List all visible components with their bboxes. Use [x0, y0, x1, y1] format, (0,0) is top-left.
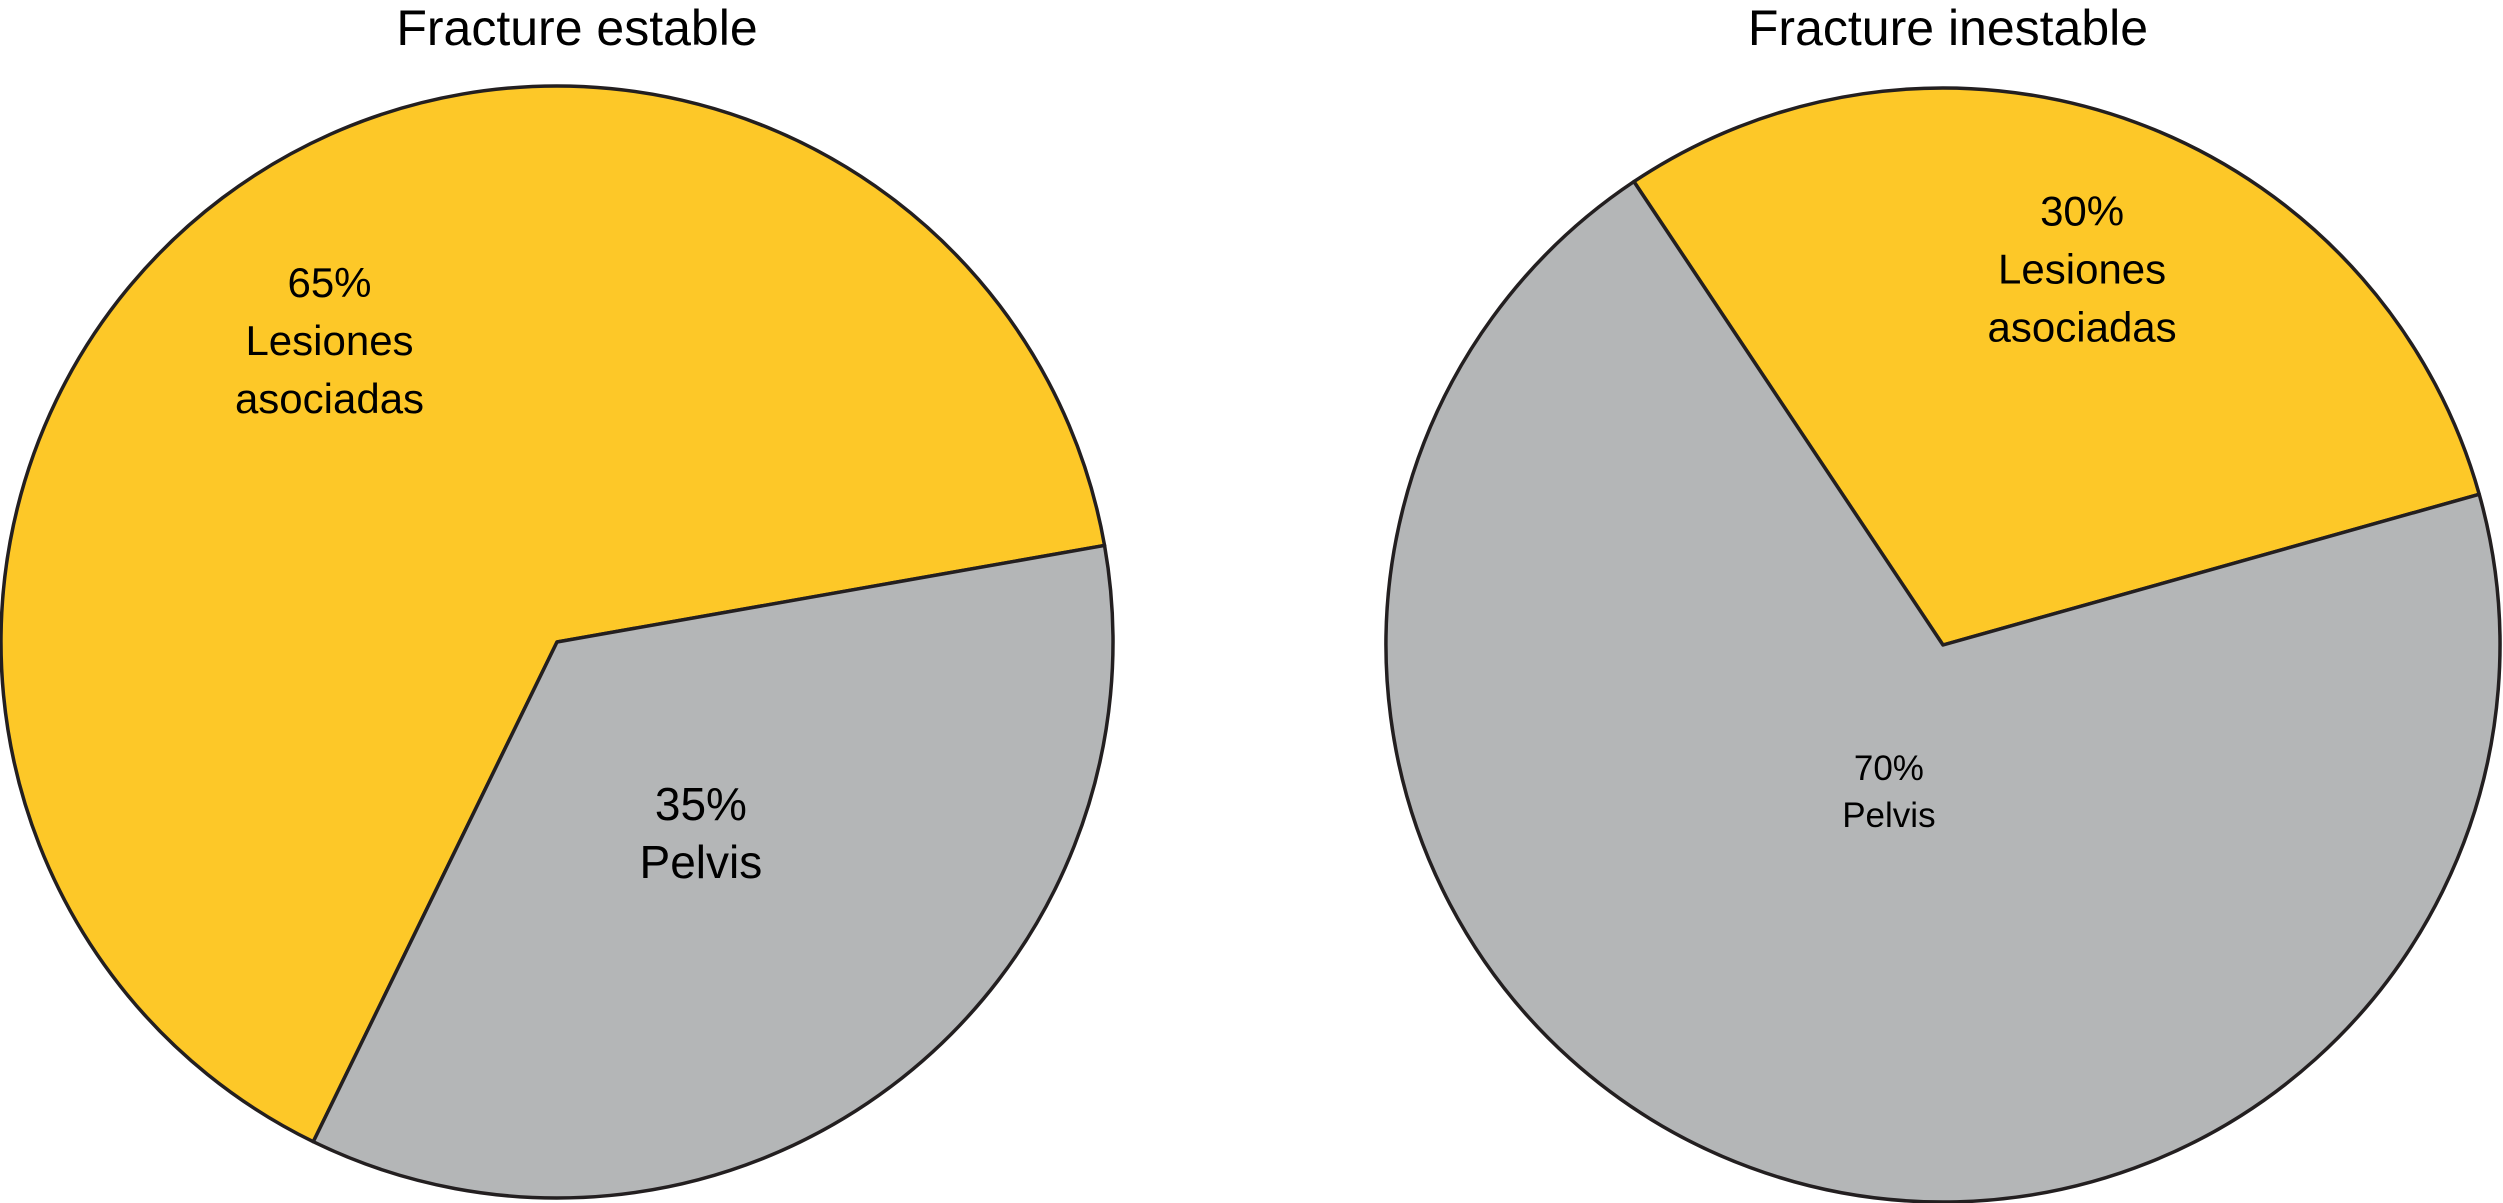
slice-label: 30% Lesiones asociadas [1988, 188, 2177, 351]
chart-title: Fracture estable [396, 0, 757, 56]
slice-percent-label: 70% [1854, 749, 1924, 788]
pie-slice-pelvis [1384, 179, 2502, 1203]
slice-label: 35% Pelvis [640, 778, 763, 888]
slice-category-label: Pelvis [1842, 796, 1935, 835]
slice-category-label: asociadas [235, 375, 424, 422]
pie-slice-lesiones-asociadas [0, 84, 1107, 1144]
slice-percent-label: 35% [655, 778, 747, 830]
pie-slice-lesiones-asociadas [1632, 86, 2481, 647]
pie-slice-pelvis [311, 543, 1115, 1200]
slice-label: 70% Pelvis [1842, 749, 1935, 835]
slice-category-label: Lesiones [1998, 246, 2166, 293]
slice-category-label: Lesiones [245, 317, 413, 364]
slice-label: 65% Lesiones asociadas [235, 259, 424, 422]
slice-category-label: Pelvis [640, 836, 763, 888]
pie-chart-fracture-estable: Fracture estable 65% Lesiones asociadas 35%… [0, 0, 1115, 1200]
slice-percent-label: 65% [287, 259, 371, 306]
slice-percent-label: 30% [2040, 188, 2124, 235]
slice-category-label: asociadas [1988, 304, 2177, 351]
pie-chart-fracture-inestable: Fracture inestable 30% Lesiones asociadas 7… [1384, 0, 2502, 1203]
chart-title: Fracture inestable [1748, 0, 2148, 56]
